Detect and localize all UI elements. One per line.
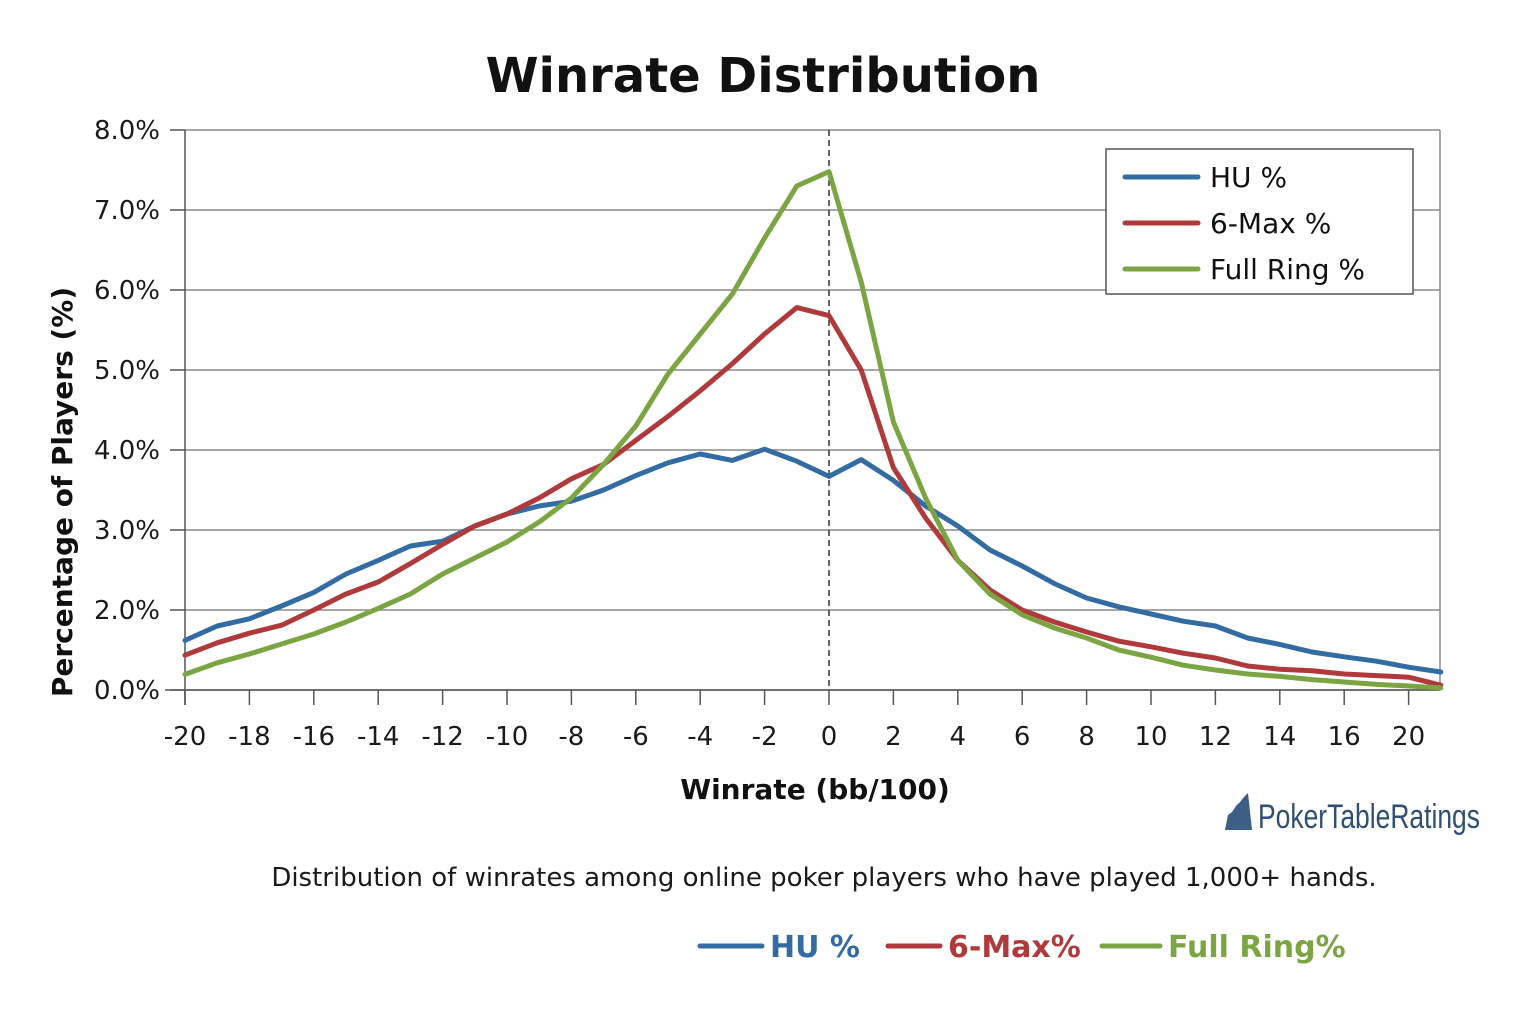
y-tick-label: 7.0% — [94, 196, 160, 226]
y-tick-label: 8.0% — [94, 116, 160, 146]
x-tick-label: -2 — [752, 722, 778, 752]
bottom-legend-label: Full Ring% — [1168, 930, 1346, 965]
x-tick-label: -4 — [687, 722, 713, 752]
logo-bars-icon — [1225, 793, 1252, 830]
watermark-logo: PokerTableRatings — [1225, 793, 1480, 836]
legend-label: Full Ring % — [1210, 253, 1365, 286]
series-line-hu — [182, 446, 1444, 675]
y-tick-label: 0.0% — [94, 676, 160, 706]
x-tick-label: 10 — [1134, 722, 1167, 752]
legend-label: 6-Max % — [1210, 207, 1331, 240]
legend: HU % 6-Max % Full Ring % — [1105, 148, 1414, 295]
x-tick-label: -16 — [293, 722, 335, 752]
bottom-legend-label: 6-Max% — [948, 930, 1081, 965]
x-axis-ticks: -20 -18 -16 -14 -12 -10 -8 -6 -4 -2 0 2 4 6 8 10 12 14 16 2… — [164, 722, 1425, 752]
x-tick-label: -20 — [164, 722, 206, 752]
y-axis-ticks: 0.0% 2.0% 3.0% 4.0% 5.0% 6.0% 7.0% 8.0% — [94, 116, 160, 706]
y-tick-label: 6.0% — [94, 276, 160, 306]
y-tick-label: 4.0% — [94, 436, 160, 466]
x-tick-label: -6 — [623, 722, 649, 752]
x-tick-label: 2 — [885, 722, 902, 752]
x-tick-label: -14 — [357, 722, 399, 752]
watermark-text: PokerTableRatings — [1258, 798, 1480, 836]
x-tick-label: -18 — [228, 722, 270, 752]
x-tick-label: 12 — [1199, 722, 1232, 752]
x-tick-label: 16 — [1328, 722, 1361, 752]
x-tick-label: -10 — [486, 722, 528, 752]
chart-caption: Distribution of winrates among online po… — [271, 863, 1376, 893]
x-tick-label: -12 — [421, 722, 463, 752]
y-tick-label: 3.0% — [94, 516, 160, 546]
x-tick-label: 8 — [1078, 722, 1095, 752]
legend-label: HU % — [1210, 161, 1287, 194]
y-tick-label: 2.0% — [94, 596, 160, 626]
y-tick-label: 5.0% — [94, 356, 160, 386]
x-tick-label: 4 — [950, 722, 967, 752]
x-axis-label: Winrate (bb/100) — [680, 773, 950, 806]
x-tick-label: 6 — [1014, 722, 1031, 752]
series-lines — [182, 169, 1444, 691]
bottom-legend: HU % 6-Max% Full Ring% — [697, 930, 1346, 965]
x-tick-label: 20 — [1392, 722, 1425, 752]
series-line-full-ring — [182, 169, 1444, 691]
bottom-legend-label: HU % — [770, 930, 860, 965]
chart-title: Winrate Distribution — [486, 48, 1041, 104]
x-tick-label: 0 — [821, 722, 838, 752]
y-axis-label: Percentage of Players (%) — [46, 287, 79, 697]
x-tick-label: 14 — [1263, 722, 1296, 752]
x-tick-label: -8 — [558, 722, 584, 752]
series-line-6-max — [182, 305, 1444, 688]
